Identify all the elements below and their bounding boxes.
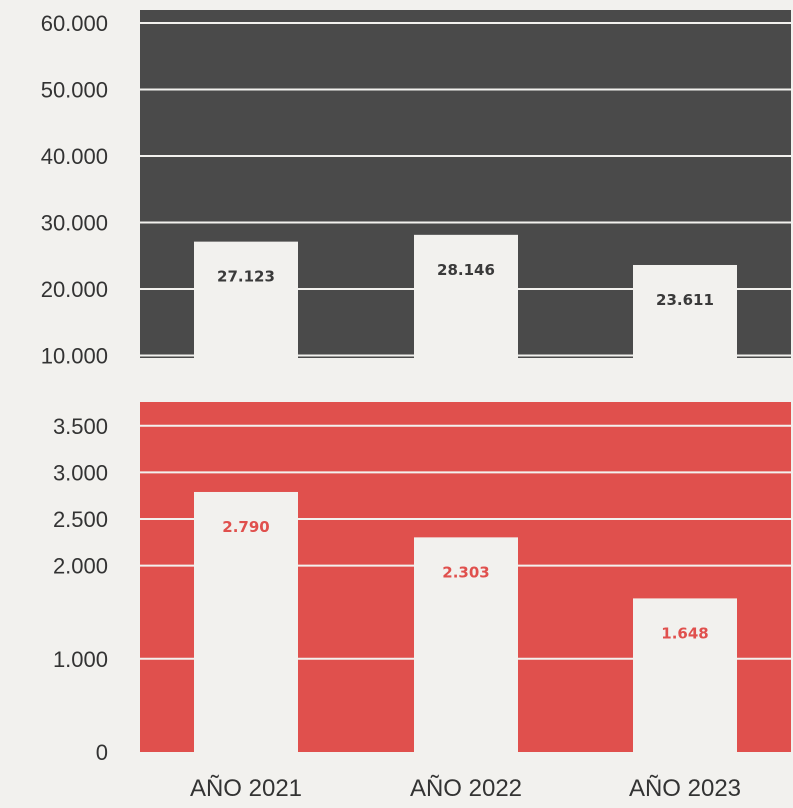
bottom-bar-3 bbox=[633, 598, 737, 752]
bottom-bar-2 bbox=[414, 537, 518, 752]
bottom-y-tick-label: 2.000 bbox=[53, 554, 108, 579]
category-axis: AÑO 2021 AÑO 2022 AÑO 2023 bbox=[190, 775, 741, 802]
top-y-tick-label: 10.000 bbox=[41, 344, 108, 369]
top-bar-1 bbox=[194, 241, 298, 358]
bottom-y-tick-label: 2.500 bbox=[53, 507, 108, 532]
bottom-y-tick-label: 1.000 bbox=[53, 647, 108, 672]
top-y-tick-label: 50.000 bbox=[41, 78, 108, 103]
top-chart-panel: 27.123 28.146 23.611 10.000 20.000 30.000 40.0… bbox=[41, 10, 791, 369]
top-data-label-2: 28.146 bbox=[437, 261, 495, 279]
top-data-label-1: 27.123 bbox=[217, 268, 275, 286]
bottom-data-label-3: 1.648 bbox=[661, 624, 708, 642]
top-y-tick-label: 60.000 bbox=[41, 11, 108, 36]
top-y-tick-label: 20.000 bbox=[41, 277, 108, 302]
bottom-data-label-1: 2.790 bbox=[222, 518, 269, 536]
bottom-y-tick-label: 0 bbox=[96, 740, 108, 765]
category-label-1: AÑO 2021 bbox=[190, 775, 302, 802]
category-label-3: AÑO 2023 bbox=[629, 775, 741, 802]
bottom-y-tick-label: 3.000 bbox=[53, 460, 108, 485]
top-y-tick-label: 40.000 bbox=[41, 144, 108, 169]
category-label-2: AÑO 2022 bbox=[410, 775, 522, 802]
top-bar-3 bbox=[633, 264, 737, 358]
top-y-tick-label: 30.000 bbox=[41, 211, 108, 236]
bottom-chart-panel: 2.790 2.303 1.648 0 1.000 2.000 2.500 3.000 3.50… bbox=[53, 402, 791, 765]
top-bar-2 bbox=[414, 234, 518, 358]
bottom-data-label-2: 2.303 bbox=[442, 563, 489, 581]
bottom-y-tick-label: 3.500 bbox=[53, 414, 108, 439]
top-data-label-3: 23.611 bbox=[656, 291, 714, 309]
bottom-bar-1 bbox=[194, 491, 298, 752]
